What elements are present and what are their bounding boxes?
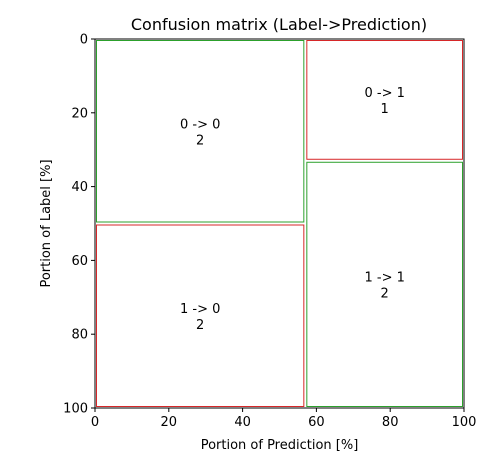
cell-rect bbox=[306, 40, 463, 160]
cell-1-to-1: 1 -> 12 bbox=[306, 161, 463, 407]
x-tick-label: 80 bbox=[382, 415, 399, 430]
cell-rect bbox=[306, 161, 463, 407]
cell-rect bbox=[96, 224, 305, 407]
cell-count: 2 bbox=[196, 318, 204, 333]
cell-label: 1 -> 0 bbox=[180, 302, 220, 317]
plot-frame bbox=[94, 38, 465, 409]
y-tick-label: 60 bbox=[71, 254, 88, 269]
x-tick-label: 20 bbox=[161, 415, 178, 430]
cell-label: 0 -> 1 bbox=[364, 86, 404, 101]
cell-label: 0 -> 0 bbox=[180, 117, 220, 132]
cell-count: 2 bbox=[196, 133, 204, 148]
y-axis-label: Portion of Label [%] bbox=[39, 159, 54, 287]
x-tick-label: 0 bbox=[91, 415, 99, 430]
y-tick-label: 100 bbox=[63, 402, 88, 417]
y-tick-label: 0 bbox=[80, 33, 88, 48]
y-tick-label: 40 bbox=[71, 180, 88, 195]
cell-0-to-0: 0 -> 02 bbox=[96, 40, 305, 223]
x-ticks: 0 20 40 60 80 100 bbox=[91, 408, 477, 430]
cell-0-to-1: 0 -> 11 bbox=[306, 40, 463, 160]
cell-rect bbox=[96, 40, 305, 223]
y-ticks: 0 20 40 60 80 100 bbox=[63, 33, 95, 417]
cell-1-to-0: 1 -> 02 bbox=[96, 224, 305, 407]
cell-label: 1 -> 1 bbox=[364, 270, 404, 285]
x-tick-label: 40 bbox=[234, 415, 251, 430]
cells-layer: 0 -> 020 -> 111 -> 021 -> 12 bbox=[96, 40, 463, 407]
cell-count: 1 bbox=[381, 102, 389, 117]
y-tick-label: 20 bbox=[71, 106, 88, 121]
x-tick-label: 60 bbox=[308, 415, 325, 430]
y-tick-label: 80 bbox=[71, 328, 88, 343]
cell-count: 2 bbox=[381, 286, 389, 301]
chart-title: Confusion matrix (Label->Prediction) bbox=[131, 15, 427, 34]
x-axis-label: Portion of Prediction [%] bbox=[201, 438, 359, 453]
x-tick-label: 100 bbox=[452, 415, 477, 430]
